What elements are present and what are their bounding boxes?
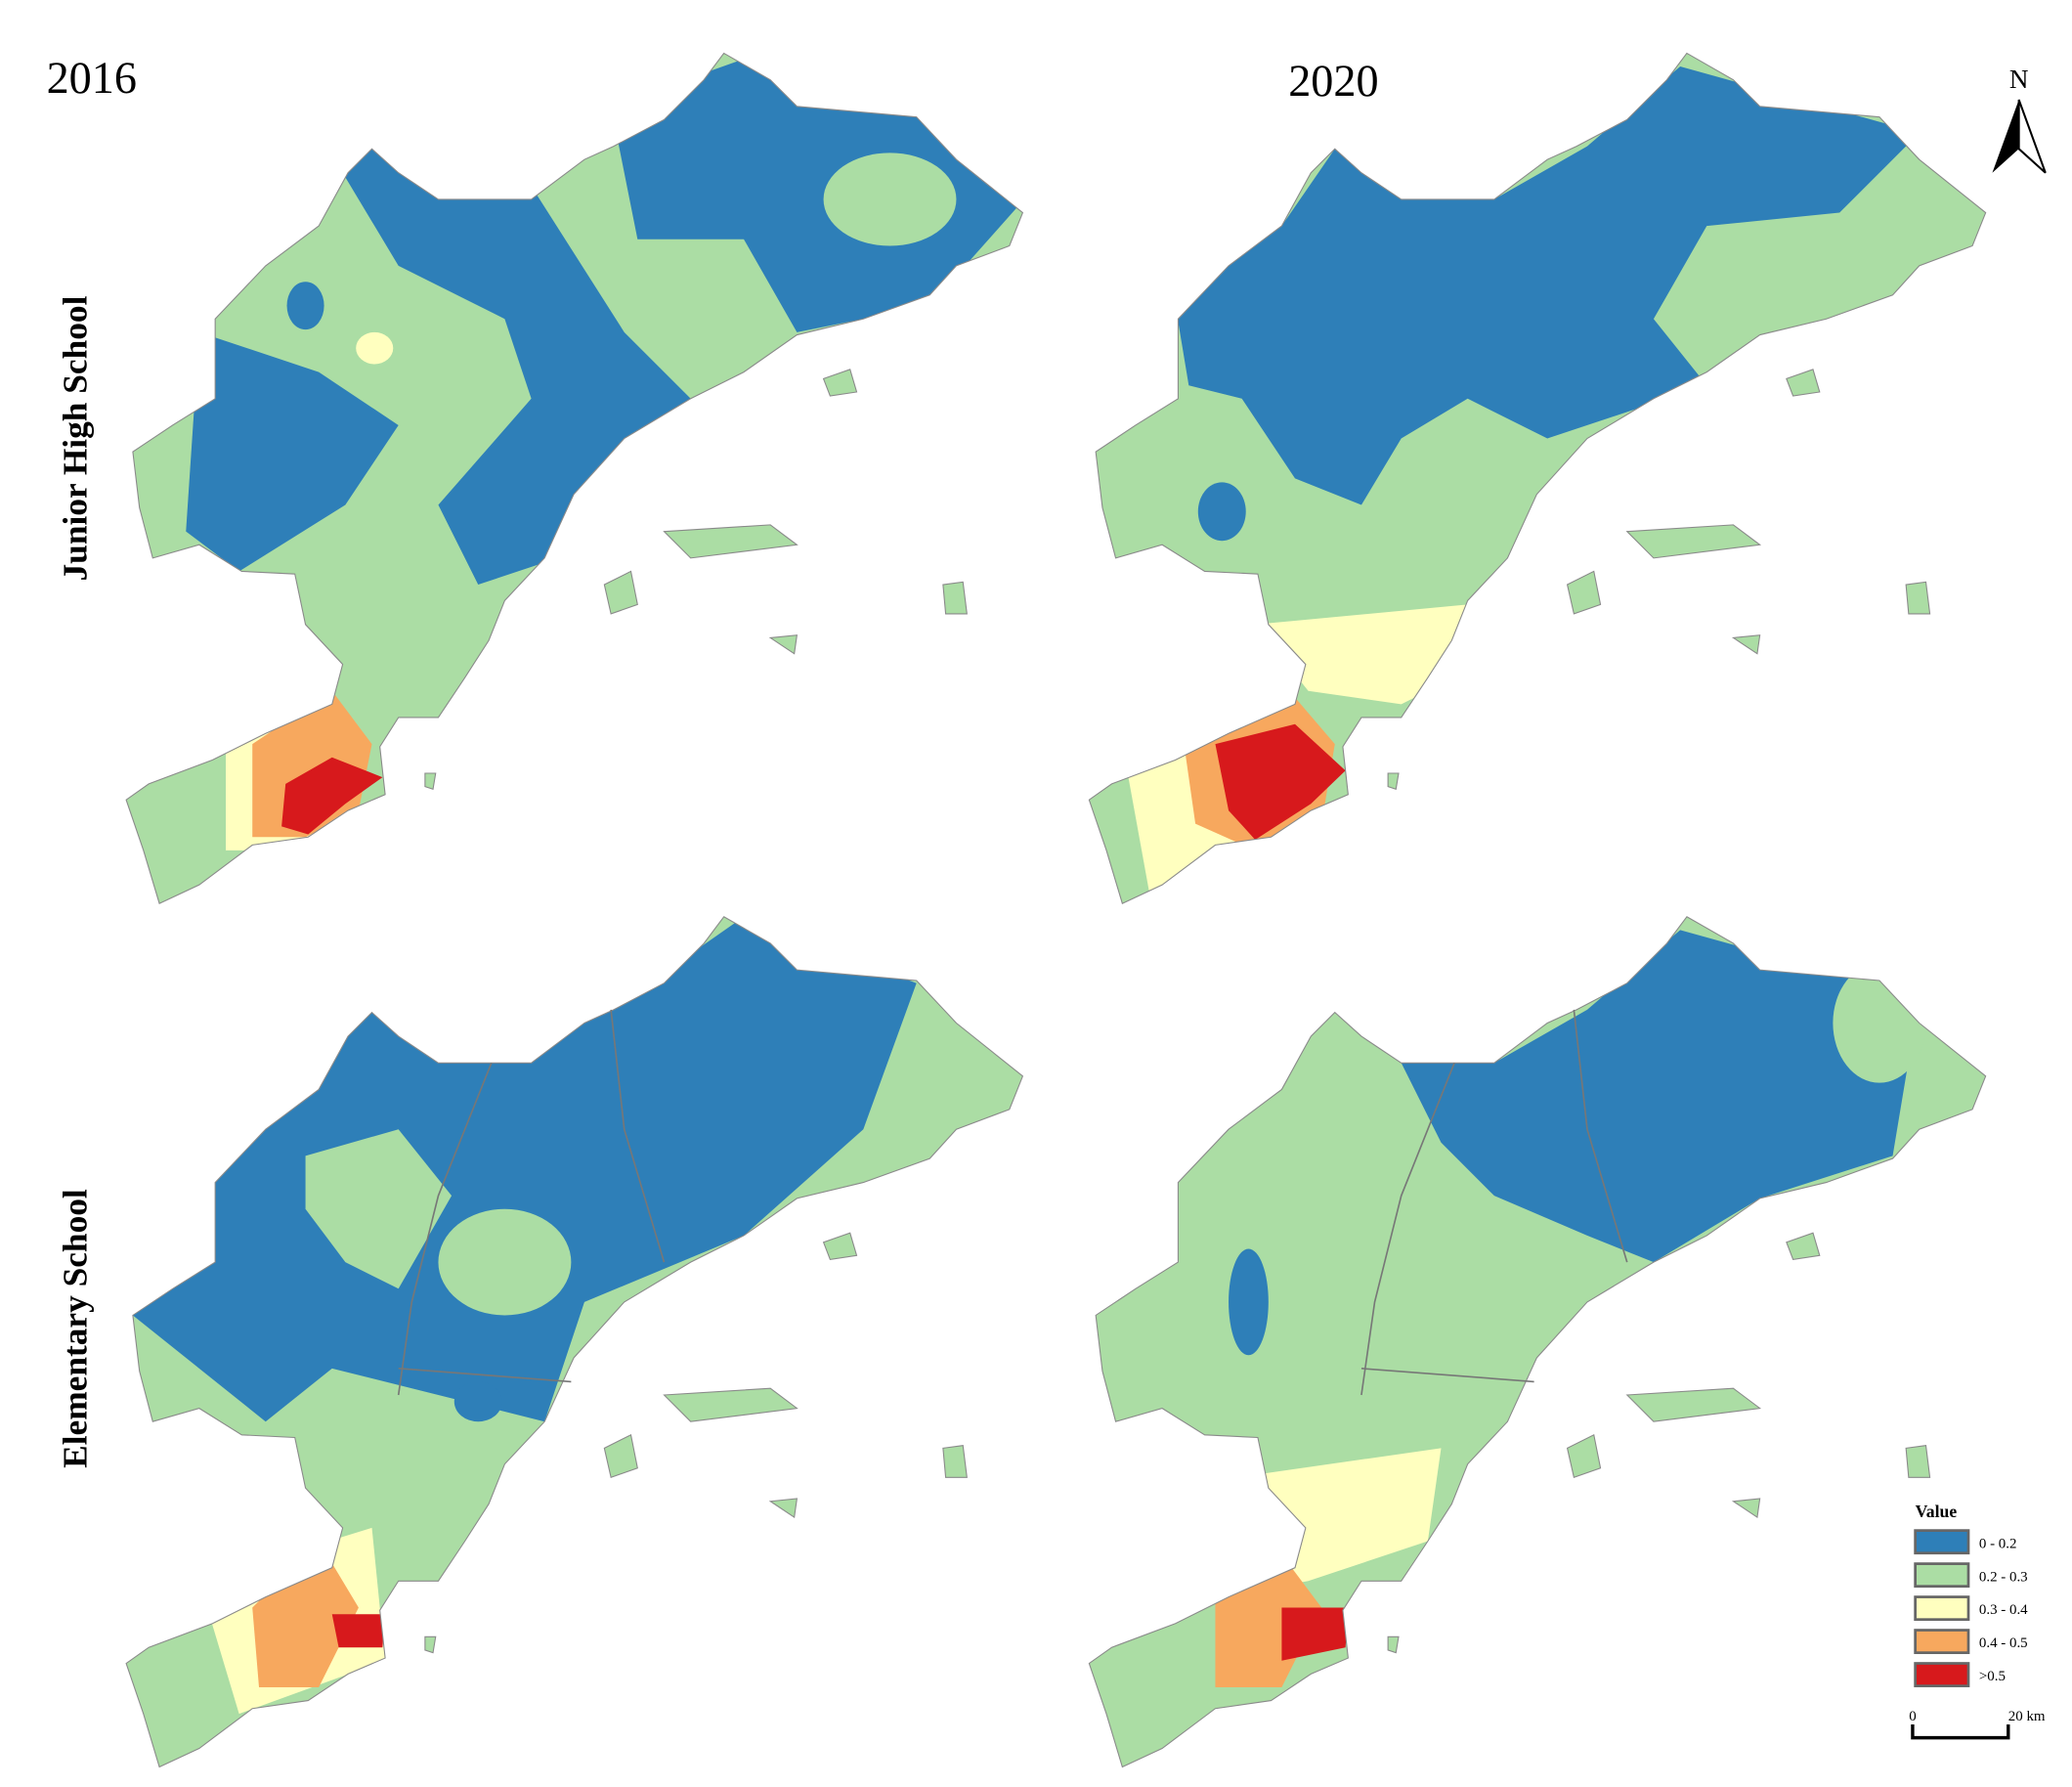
row-label: Elementary School <box>56 1189 94 1468</box>
legend-swatch <box>1914 1529 1970 1555</box>
scale-start: 0 <box>1909 1709 1916 1724</box>
row-label: Junior High School <box>56 295 94 581</box>
legend-label: 0.4 - 0.5 <box>1979 1635 2028 1651</box>
north-label: N <box>2009 65 2029 94</box>
column-title: 2016 <box>47 53 137 103</box>
map-el-2020 <box>1088 916 1987 1768</box>
legend-label: 0.3 - 0.4 <box>1979 1602 2028 1618</box>
north-arrow: N <box>1992 65 2047 174</box>
scale-bar: 0 20 km <box>1909 1709 2046 1740</box>
legend-swatch <box>1914 1595 1970 1622</box>
legend-swatch <box>1914 1629 1970 1655</box>
column-title: 2020 <box>1288 56 1378 106</box>
legend-swatch <box>1914 1562 1970 1589</box>
scale-end: 20 km <box>2008 1709 2046 1724</box>
legend-label: >0.5 <box>1979 1669 2006 1684</box>
legend-swatch <box>1914 1662 1970 1687</box>
map-jh-2020 <box>1088 52 1987 904</box>
legend-label: 0 - 0.2 <box>1979 1536 2017 1551</box>
legend: Value 0 - 0.2 0.2 - 0.3 0.3 - 0.4 0.4 - 0.5… <box>1914 1502 2028 1687</box>
legend-label: 0.2 - 0.3 <box>1979 1569 2028 1585</box>
map-el-2016 <box>125 916 1024 1768</box>
legend-title: Value <box>1916 1502 1958 1521</box>
map-jh-2016 <box>125 52 1024 904</box>
